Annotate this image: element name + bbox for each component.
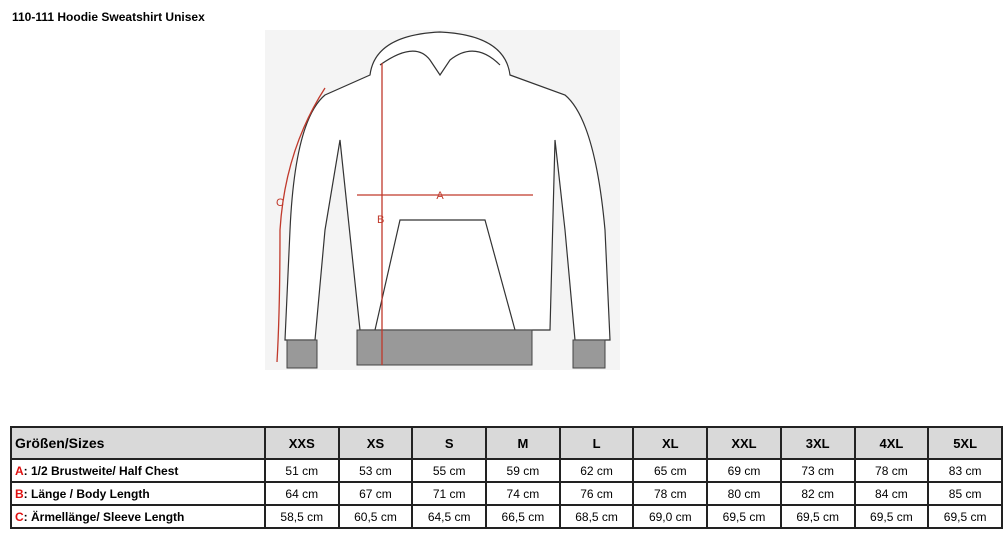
hoodie-illustration: A B C	[265, 30, 620, 370]
table-cell: 64,5 cm	[411, 504, 488, 529]
table-header-row: Größen/Sizes XXS XS S M L XL XXL 3XL 4XL…	[10, 426, 1003, 460]
label-c: C	[276, 197, 284, 209]
table-cell: 68,5 cm	[558, 504, 635, 529]
table-cell: 66,5 cm	[485, 504, 561, 529]
page-title: 110-111 Hoodie Sweatshirt Unisex	[12, 10, 205, 24]
row-key: A	[15, 463, 24, 478]
table-cell: 78 cm	[853, 458, 930, 483]
table-cell: 65 cm	[632, 458, 709, 483]
row-label: C: Ärmellänge/ Sleeve Length	[10, 504, 266, 529]
table-cell: 62 cm	[558, 458, 635, 483]
table-cell: 59 cm	[485, 458, 561, 483]
table-cell: 51 cm	[263, 458, 340, 483]
table-cell: 53 cm	[337, 458, 414, 483]
row-label-text: : Ärmellänge/ Sleeve Length	[23, 509, 185, 524]
table-cell: 80 cm	[706, 481, 782, 506]
table-cell: 73 cm	[779, 458, 856, 483]
table-cell: 67 cm	[337, 481, 414, 506]
row-label: A: 1/2 Brustweite/ Half Chest	[10, 458, 266, 483]
table-cell: 78 cm	[632, 481, 709, 506]
size-header: XL	[632, 426, 709, 460]
table-cell: 85 cm	[927, 481, 1003, 506]
table-cell: 83 cm	[927, 458, 1003, 483]
row-label-text: : Länge / Body Length	[23, 486, 150, 501]
header-label: Größen/Sizes	[10, 426, 266, 460]
table-cell: 71 cm	[411, 481, 488, 506]
table-cell: 69 cm	[706, 458, 782, 483]
row-key: B	[15, 486, 24, 501]
table-row: B: Länge / Body Length 64 cm 67 cm 71 cm 74 …	[10, 481, 1003, 506]
table-cell: 69,0 cm	[632, 504, 709, 529]
row-key: C	[15, 509, 24, 524]
table-cell: 74 cm	[485, 481, 561, 506]
table-cell: 82 cm	[779, 481, 856, 506]
table-cell: 69,5 cm	[706, 504, 782, 529]
row-label-text: : 1/2 Brustweite/ Half Chest	[23, 463, 179, 478]
row-label: B: Länge / Body Length	[10, 481, 266, 506]
table-cell: 69,5 cm	[779, 504, 856, 529]
table-cell: 69,5 cm	[927, 504, 1003, 529]
size-table: Größen/Sizes XXS XS S M L XL XXL 3XL 4XL…	[10, 426, 1003, 529]
table-row: A: 1/2 Brustweite/ Half Chest 51 cm 53 cm 5…	[10, 458, 1003, 483]
size-header: XXL	[706, 426, 782, 460]
size-header: S	[411, 426, 488, 460]
table-cell: 69,5 cm	[853, 504, 930, 529]
table-cell: 84 cm	[853, 481, 930, 506]
size-header: 4XL	[853, 426, 930, 460]
table-cell: 64 cm	[263, 481, 340, 506]
size-header: 3XL	[779, 426, 856, 460]
label-b: B	[377, 214, 384, 226]
size-header: L	[558, 426, 635, 460]
label-a: A	[436, 190, 444, 202]
table-cell: 58,5 cm	[263, 504, 340, 529]
size-header: XS	[337, 426, 414, 460]
table-cell: 55 cm	[411, 458, 488, 483]
table-cell: 60,5 cm	[337, 504, 414, 529]
size-header: 5XL	[927, 426, 1003, 460]
table-cell: 76 cm	[558, 481, 635, 506]
size-header: M	[485, 426, 561, 460]
size-header: XXS	[263, 426, 340, 460]
table-row: C: Ärmellänge/ Sleeve Length 58,5 cm 60,5 …	[10, 504, 1003, 529]
